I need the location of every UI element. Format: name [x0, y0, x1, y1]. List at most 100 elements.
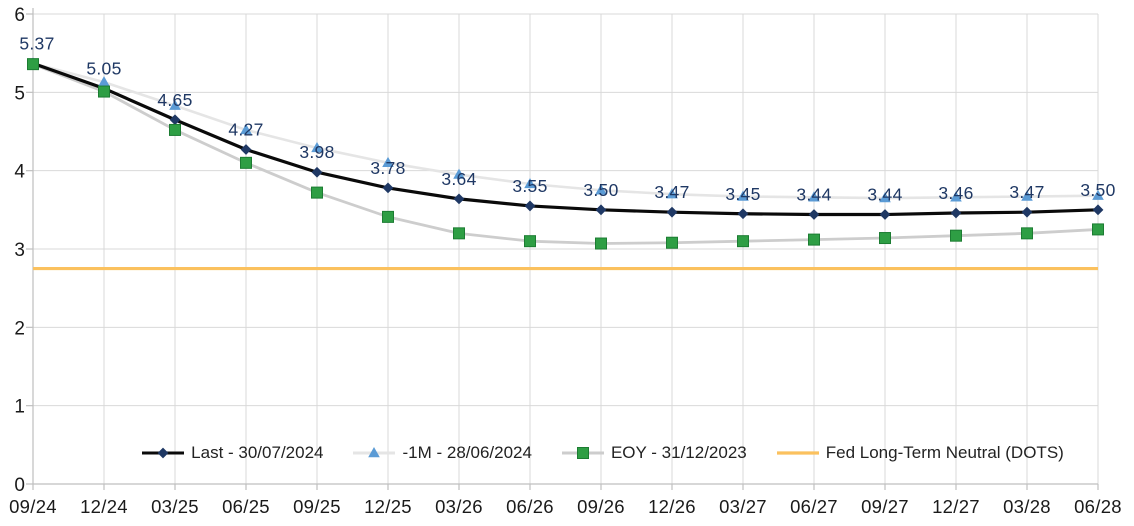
- square-marker: [311, 186, 323, 199]
- y-axis-label: 0: [14, 475, 25, 496]
- square-marker: [169, 123, 181, 136]
- x-axis-label: 09/26: [577, 496, 625, 517]
- data-label: 4.27: [228, 120, 263, 140]
- triangle-marker: [311, 141, 323, 153]
- minus1m-series-line: [32, 62, 1099, 200]
- triangle-marker: [808, 191, 820, 202]
- triangle-marker: [524, 177, 536, 189]
- triangle-marker: [737, 190, 749, 201]
- diamond-marker: [950, 207, 962, 219]
- triangle-marker: [666, 188, 678, 199]
- x-axis-label: 09/25: [293, 496, 341, 517]
- legend-label: Last - 30/07/2024: [191, 443, 324, 462]
- y-axis-label: 6: [14, 5, 25, 26]
- horizontal-gridlines: [33, 13, 1098, 407]
- triangle-marker: [879, 192, 891, 203]
- square-marker: [737, 235, 749, 248]
- last-series-line: [32, 61, 1099, 217]
- triangle-marker: [382, 156, 394, 168]
- legend-swatch: [561, 447, 604, 459]
- x-axis-label: 06/25: [222, 496, 270, 517]
- data-label: 3.45: [725, 184, 760, 204]
- data-label: 3.44: [796, 185, 831, 205]
- x-axis-label: 03/28: [1003, 496, 1051, 517]
- square-marker: [240, 156, 252, 169]
- x-axis-label: 09/27: [861, 496, 909, 517]
- diamond-marker: [595, 204, 607, 216]
- x-axis-label: 12/24: [80, 496, 128, 517]
- legend-swatch: [776, 451, 819, 455]
- square-marker: [27, 58, 39, 71]
- x-axis-label: 09/24: [9, 496, 57, 517]
- legend-diamond-icon: [157, 447, 169, 459]
- diamond-marker: [666, 206, 678, 218]
- legend-item-2: EOY - 31/12/2023: [560, 443, 747, 463]
- triangle-marker: [453, 168, 465, 179]
- y-axis-label: 2: [14, 318, 25, 339]
- square-marker: [879, 232, 891, 245]
- square-marker: [524, 235, 536, 248]
- legend-triangle-icon: [368, 447, 381, 458]
- data-label: 3.44: [867, 185, 902, 205]
- eoy-series-markers: [27, 58, 1104, 250]
- legend-swatch: [353, 447, 396, 458]
- diamond-marker: [524, 200, 536, 212]
- data-label: 5.05: [86, 58, 121, 78]
- data-label: 3.47: [1009, 182, 1044, 202]
- legend-item-3: Fed Long-Term Neutral (DOTS): [775, 443, 1064, 463]
- legend-item-1: -1M - 28/06/2024: [351, 443, 532, 463]
- chart-legend: Last - 30/07/2024 -1M - 28/06/2024 EOY - 3…: [70, 442, 1134, 464]
- square-marker: [98, 85, 110, 98]
- diamond-marker: [453, 193, 465, 205]
- x-axis-label: 12/27: [932, 496, 980, 517]
- legend-label: -1M - 28/06/2024: [402, 443, 532, 462]
- diamond-marker: [1092, 204, 1104, 216]
- diamond-marker: [808, 209, 820, 220]
- data-label: 3.55: [512, 176, 547, 196]
- data-label: 3.98: [299, 142, 334, 162]
- data-label: 4.65: [157, 90, 192, 110]
- square-marker: [950, 229, 962, 242]
- legend-swatch: [142, 447, 185, 459]
- x-axis-label: 06/26: [506, 496, 554, 517]
- eoy-series-line: [32, 62, 1099, 245]
- legend-item-0: Last - 30/07/2024: [140, 443, 323, 463]
- x-axis-label: 12/26: [648, 496, 696, 517]
- diamond-marker: [879, 209, 891, 220]
- x-axis-label: 06/28: [1074, 496, 1122, 517]
- x-axis-labels: 09/24 12/24 03/25 06/25 09/25 12/25 03/26 06/26…: [9, 496, 1122, 517]
- square-marker: [382, 210, 394, 223]
- data-label: 3.78: [370, 158, 405, 178]
- data-label: 3.50: [583, 180, 618, 200]
- square-marker: [1021, 227, 1033, 240]
- x-axis-label: 03/26: [435, 496, 483, 517]
- axes: [26, 8, 1099, 490]
- diamond-marker: [737, 208, 749, 220]
- legend-square-icon: [576, 447, 589, 459]
- y-axis-label: 3: [14, 240, 25, 261]
- data-label: 3.46: [938, 183, 973, 203]
- triangle-marker: [595, 184, 607, 195]
- diamond-marker: [311, 166, 323, 178]
- square-marker: [453, 227, 465, 240]
- data-label: 5.37: [19, 33, 54, 53]
- y-axis-label: 4: [14, 162, 25, 183]
- diamond-marker: [382, 182, 394, 194]
- triangle-marker: [950, 191, 962, 202]
- x-axis-label: 12/25: [364, 496, 412, 517]
- y-axis-label: 5: [14, 83, 25, 104]
- triangle-marker: [98, 76, 110, 87]
- square-marker: [595, 237, 607, 250]
- diamond-marker: [240, 144, 252, 155]
- diamond-marker: [1021, 206, 1033, 218]
- legend-label: Fed Long-Term Neutral (DOTS): [825, 443, 1064, 462]
- minus1m-series-markers: [27, 57, 1104, 203]
- data-label: 3.64: [441, 169, 476, 189]
- data-label: 3.50: [1080, 180, 1115, 200]
- y-axis-labels: 0 1 2 3 4 5 6: [14, 5, 25, 496]
- data-labels: 5.37 5.05 4.65 4.27 3.98 3.78 3.64 3.55 3.50 3.47…: [19, 33, 1115, 204]
- triangle-marker: [240, 123, 252, 135]
- x-axis-label: 03/25: [151, 496, 199, 517]
